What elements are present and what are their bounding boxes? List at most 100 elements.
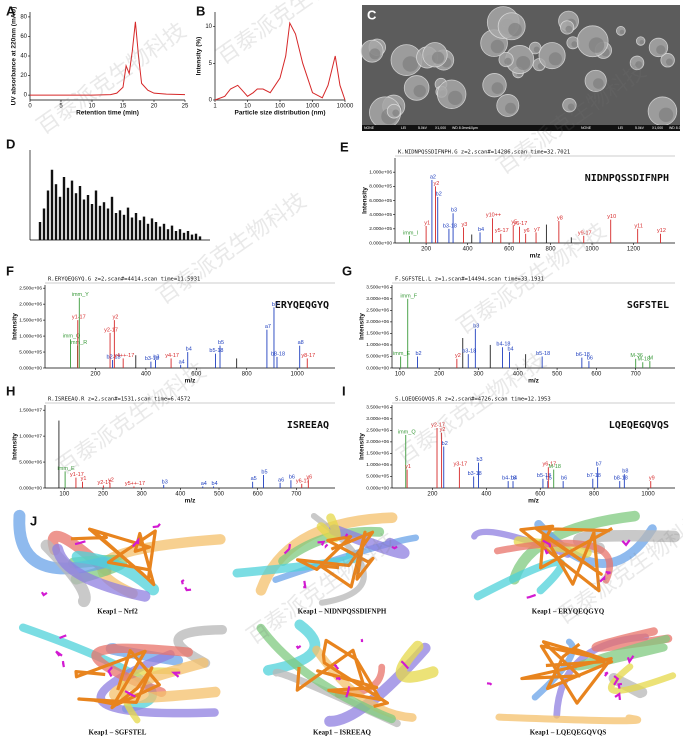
x-tick-label: 800 xyxy=(242,372,253,378)
peptide-sequence: SGFSTEL xyxy=(627,300,669,311)
peak-label: y3-17 xyxy=(453,462,467,468)
x-tick-label: 200 xyxy=(90,372,101,378)
residue-sticks xyxy=(303,580,307,589)
protein-ribbon xyxy=(473,558,566,601)
peak-label: y6-17 xyxy=(542,462,556,468)
peak-label: b3 xyxy=(476,457,482,463)
panel-letter: I xyxy=(342,383,346,398)
x-tick-label: 0 xyxy=(28,104,32,110)
peak-label: b5-18 xyxy=(209,348,223,354)
sem-particle-shade xyxy=(431,51,445,64)
peak-label: b2-18 xyxy=(107,354,121,360)
y-tick-label: 0.000e+00 xyxy=(366,365,389,371)
sem-footer-text: NONE xyxy=(364,126,375,130)
x-axis-label: m/z xyxy=(185,378,197,385)
residue-sticks xyxy=(40,591,48,597)
x-tick-label: 400 xyxy=(513,372,524,378)
residue-sticks xyxy=(391,545,398,550)
panel-letter: D xyxy=(6,136,15,151)
x-tick-label: 400 xyxy=(481,492,492,498)
x-axis-label: m/z xyxy=(528,378,540,385)
peak-label: b5-18 xyxy=(537,473,551,479)
residue-sticks xyxy=(544,548,549,555)
sem-footer xyxy=(362,125,680,131)
peak-label: b5 xyxy=(218,340,224,346)
y-tick-label: 5.000e+05 xyxy=(19,349,42,355)
peptide-sequence: ISREEAQ xyxy=(287,420,329,431)
sem-footer-text: 5.0kV xyxy=(635,126,645,130)
peak-label: b4 xyxy=(212,481,218,487)
y-tick-label: 1.000e+06 xyxy=(19,333,42,339)
y-tick-label: 5 xyxy=(209,61,213,67)
peak-label: y1-17 xyxy=(72,315,86,321)
peak-label: b4-18 xyxy=(502,476,516,482)
y-tick-label: 2.000e+06 xyxy=(366,439,389,445)
peak-label: b5-18 xyxy=(536,351,550,357)
peak-label: b2 xyxy=(415,351,421,357)
peak-label: a5 xyxy=(251,476,257,482)
sem-particle-shade xyxy=(491,82,504,95)
sem-particle-shade xyxy=(392,109,400,117)
peak-label: b2 xyxy=(442,441,448,447)
peak-label: b7-18 xyxy=(587,473,601,479)
peak-label: y9-17 xyxy=(578,230,592,236)
x-tick-label: 600 xyxy=(253,492,264,498)
peak-label: M-18 xyxy=(548,464,561,470)
peak-label: b6-18 xyxy=(576,352,590,358)
peak-label: y10 xyxy=(607,214,616,220)
y-tick-label: 40 xyxy=(20,54,27,60)
peak-label: b4 xyxy=(511,476,517,482)
x-tick-label: 200 xyxy=(427,492,438,498)
peak-label: y2 xyxy=(440,427,446,433)
sem-footer-text: NONE xyxy=(581,126,592,130)
ligand-sticks xyxy=(74,648,161,710)
residue-sticks xyxy=(599,574,606,583)
residue-sticks xyxy=(124,690,136,698)
panel-letter: F xyxy=(6,263,14,278)
peak-label: imm_R xyxy=(70,340,87,346)
protein-ribbon xyxy=(52,543,151,602)
protein-ribbon xyxy=(531,638,576,701)
protein-ribbon xyxy=(493,539,614,584)
x-tick-label: 300 xyxy=(137,492,148,498)
x-tick-label: 700 xyxy=(291,492,302,498)
y-axis-label: Intensity (%) xyxy=(196,37,203,76)
sem-particle-shade xyxy=(504,57,512,65)
y-tick-label: 60 xyxy=(20,34,27,40)
sem-particle-shade xyxy=(656,45,666,55)
ligand-sticks xyxy=(519,524,613,593)
peak-label: y2 xyxy=(112,315,118,321)
x-tick-label: 20 xyxy=(151,104,158,110)
y-tick-label: 1.500e+07 xyxy=(19,407,42,413)
residue-sticks xyxy=(333,663,340,670)
peak-label: y6 xyxy=(524,228,530,234)
y-tick-label: 1.500e+06 xyxy=(366,331,389,337)
sem-particle-shade xyxy=(490,39,505,54)
x-axis-label: m/z xyxy=(528,498,540,505)
y-tick-label: 1.500e+06 xyxy=(366,451,389,457)
y-tick-label: 3.000e+06 xyxy=(366,416,389,422)
x-tick-label: 10 xyxy=(89,104,96,110)
x-axis-label: Retention time (min) xyxy=(76,110,139,117)
sem-particle-shade xyxy=(369,48,381,60)
peak-label: b5 xyxy=(261,469,267,475)
peak-label: b7 xyxy=(272,302,278,308)
sem-footer-text: 10μm xyxy=(469,126,478,130)
residue-sticks xyxy=(131,537,140,548)
peak-label: y4-17 xyxy=(165,353,179,359)
x-tick-label: 500 xyxy=(214,492,225,498)
sem-particle-shade xyxy=(508,22,522,37)
y-tick-label: 1.000e+06 xyxy=(366,342,389,348)
peak-label: a6 xyxy=(278,477,284,483)
peak-label: y5-17 xyxy=(495,228,509,234)
peak-label: b4-18 xyxy=(496,342,510,348)
decoration xyxy=(13,5,680,728)
x-tick-label: 800 xyxy=(589,492,600,498)
y-tick-label: 2.000e+05 xyxy=(369,226,392,232)
y-tick-label: 1.500e+06 xyxy=(19,317,42,323)
peptide-sequence: LQEQEGQVQS xyxy=(609,420,669,431)
peak-label: y6-17 xyxy=(296,478,310,484)
y-tick-label: 0 xyxy=(24,93,28,99)
x-tick-label: 200 xyxy=(421,247,432,253)
